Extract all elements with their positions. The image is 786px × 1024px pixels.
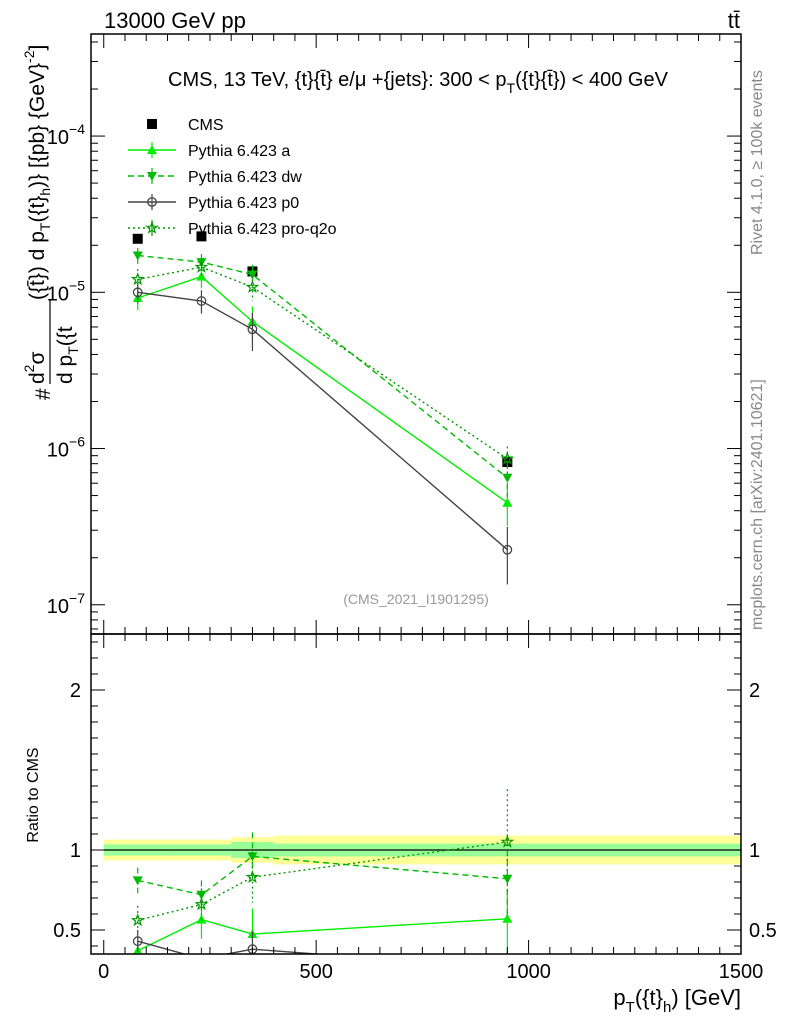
series-line xyxy=(137,266,508,460)
ratio-series-pythia-6-423-a xyxy=(133,890,513,954)
y-tick-label: 10−5 xyxy=(47,277,85,305)
main-plot-title: CMS, 13 TeV, {t}{t̄} e/μ +{jets}: 300 < … xyxy=(168,69,669,96)
ratio-y-tick-label-right: 2 xyxy=(749,680,760,702)
legend-marker xyxy=(147,119,157,129)
ratio-series-pythia-6-423-pro-q2o xyxy=(130,789,515,935)
svg-text:d pT({t: d pT({t xyxy=(54,326,81,384)
data-point xyxy=(194,259,209,273)
series-cms xyxy=(132,231,513,467)
data-point xyxy=(132,233,143,244)
header-process-label: tt̄ xyxy=(728,8,740,33)
legend-label: Pythia 6.423 dw xyxy=(188,169,302,186)
legend-marker xyxy=(147,197,157,207)
ratio-point xyxy=(130,913,145,927)
series-pythia-6-423-pro-q2o xyxy=(130,258,515,474)
legend: CMS Pythia 6.423 a Pythia 6.423 dw Pythia 6… xyxy=(128,117,337,238)
ratio-point xyxy=(502,913,513,923)
ratio-line xyxy=(137,940,326,954)
x-tick-label: 500 xyxy=(299,961,332,983)
data-point xyxy=(245,279,260,293)
legend-entry: Pythia 6.423 pro-q2o xyxy=(128,220,337,238)
ratio-plot-frame xyxy=(90,633,742,955)
main-plot-panel: 10−7 10−6 10−5 10−4 CMS, 13 TeV, {t}{t̄} e/… xyxy=(21,33,742,635)
ratio-y-tick-label-left: 2 xyxy=(70,680,81,702)
y-tick-label: 10−4 xyxy=(47,121,85,149)
ratio-line xyxy=(137,918,508,952)
x-tick-label: 0 xyxy=(98,961,109,983)
legend-label: CMS xyxy=(188,117,224,134)
x-axis-label: pT({t}h) [GeV] xyxy=(613,985,741,1016)
ratio-plot-panel: 0.5 0.5 1 1 2 2 0 500 1000 1500 Ratio to CMS pT({… xyxy=(25,633,777,1016)
legend-label: Pythia 6.423 p0 xyxy=(188,195,299,212)
legend-entry: Pythia 6.423 a xyxy=(128,142,290,160)
data-point xyxy=(247,324,258,335)
ratio-y-axis-label: Ratio to CMS xyxy=(25,747,42,842)
legend-label: Pythia 6.423 a xyxy=(188,143,290,160)
legend-marker xyxy=(147,172,157,181)
ratio-point xyxy=(132,936,143,947)
x-tick-label: 1000 xyxy=(506,961,551,983)
analysis-watermark: (CMS_2021_I1901295) xyxy=(343,591,489,607)
data-point xyxy=(132,287,143,298)
ratio-point xyxy=(132,876,143,886)
ratio-point xyxy=(500,834,515,848)
data-point xyxy=(247,270,258,280)
data-point xyxy=(196,271,207,281)
series-pythia-6-423-p0 xyxy=(132,282,513,585)
ratio-point xyxy=(200,953,203,954)
legend-entry: Pythia 6.423 dw xyxy=(128,168,302,186)
ratio-point xyxy=(194,897,209,911)
data-point xyxy=(132,251,143,261)
svg-text:({t̄}) d pT({t}h)} [{pb} {GeV}: ({t̄}) d pT({t}h)} [{pb} {GeV}-2] xyxy=(21,45,53,300)
data-point xyxy=(196,231,207,242)
data-point xyxy=(130,272,145,286)
legend-marker xyxy=(147,145,157,154)
legend-entry: Pythia 6.423 p0 xyxy=(128,194,299,212)
rivet-version-label: Rivet 4.1.0, ≥ 100k events xyxy=(749,70,766,255)
y-tick-label: 10−7 xyxy=(47,590,85,618)
data-point xyxy=(502,497,513,507)
ratio-point xyxy=(245,869,260,884)
svg-text:d2σ: d2σ xyxy=(21,352,49,384)
legend-entry: CMS xyxy=(147,117,224,134)
ratio-y-tick-label-left: 1 xyxy=(70,840,81,862)
series-pythia-6-423-a xyxy=(132,266,513,526)
mcplots-reference-label: mcplots.cern.ch [arXiv:2401.10621] xyxy=(749,379,766,630)
svg-text:#: # xyxy=(32,388,55,400)
data-point xyxy=(502,473,513,483)
series-line xyxy=(137,254,508,479)
y-tick-label: 10−6 xyxy=(47,434,85,462)
series-line xyxy=(137,291,508,551)
series-pythia-6-423-dw xyxy=(132,248,513,497)
ratio-y-tick-label-left: 0.5 xyxy=(53,920,81,942)
data-point xyxy=(500,451,515,465)
ratio-y-tick-label-right: 0.5 xyxy=(749,920,777,942)
main-y-axis-label: # d2σ d pT({t ({t̄}) d pT({t}h)} [{pb} {… xyxy=(21,45,81,400)
x-tick-label: 1500 xyxy=(719,961,764,983)
legend-marker xyxy=(145,220,159,234)
ratio-line xyxy=(137,855,508,896)
data-point xyxy=(196,296,207,306)
ratio-y-tick-label-right: 1 xyxy=(749,840,760,862)
header-energy-label: 13000 GeV pp xyxy=(104,8,246,33)
data-point xyxy=(502,544,513,555)
series-line xyxy=(137,275,508,504)
legend-label: Pythia 6.423 pro-q2o xyxy=(188,221,337,238)
